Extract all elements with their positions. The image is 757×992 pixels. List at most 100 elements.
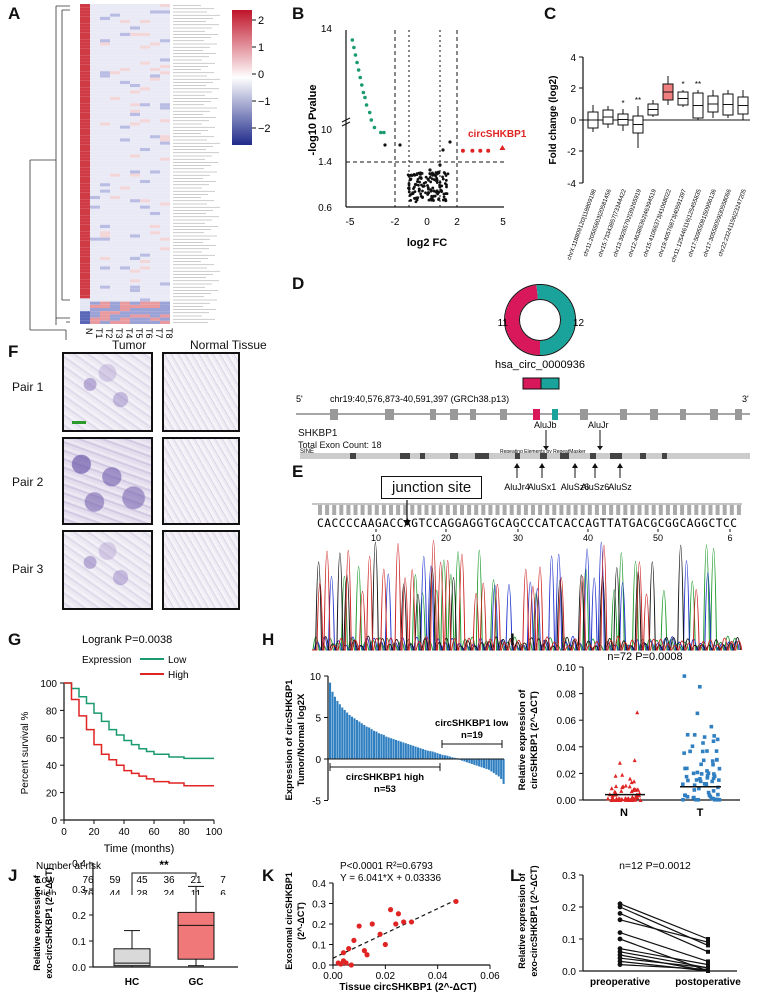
heatmap-cell (150, 173, 160, 177)
heatmap-cell (110, 320, 120, 324)
heatmap-cell (110, 125, 120, 129)
heatmap-cell (130, 154, 140, 158)
panel-label-j: J (8, 866, 18, 885)
quality-bar (325, 505, 330, 515)
paired-l-ytick-label: 0.3 (562, 871, 576, 882)
dotplot-i-dot-t (705, 769, 709, 773)
heatmap-cell (160, 247, 170, 251)
heatmap-cell (110, 23, 120, 27)
heatmap-cell (110, 180, 120, 184)
heatmap-cell (80, 42, 90, 46)
paired-l-ytick-label: 0.1 (562, 935, 576, 946)
heatmap-cell (110, 106, 120, 110)
heatmap-cell (110, 61, 120, 65)
heatmap-cell (130, 269, 140, 273)
heatmap-cell (80, 189, 90, 193)
heatmap-cell (140, 116, 150, 120)
heatmap-cell (160, 48, 170, 52)
row-pair-3: Pair 3 (12, 562, 44, 576)
heatmap-cell (110, 215, 120, 219)
heatmap-cell (110, 317, 120, 321)
volcano-point-ns (445, 183, 448, 187)
heatmap-cell (120, 221, 130, 225)
heatmap-cell (160, 288, 170, 292)
heatmap-cell (100, 256, 110, 260)
volcano-point-ns (419, 176, 423, 180)
heatmap-cell (160, 221, 170, 225)
heatmap-cell (130, 180, 140, 184)
heatmap-cell (130, 298, 140, 302)
heatmap-cells (80, 4, 170, 324)
heatmap-cell (150, 141, 160, 145)
alu-arrowhead (597, 446, 603, 450)
volcano-point-ns (442, 192, 446, 196)
heatmap-cell (100, 180, 110, 184)
heatmap-cell (100, 301, 110, 305)
quality-bar (516, 505, 521, 515)
heatmap-cell (90, 288, 100, 292)
heatmap-cell (80, 16, 90, 20)
risk-value: 7 (220, 875, 226, 886)
quality-bar (523, 505, 528, 515)
heatmap-cell (160, 320, 170, 324)
heatmap-cell (100, 10, 110, 14)
dotplot-i-dot-t (695, 770, 700, 775)
quality-bar (445, 505, 450, 515)
heatmap-cell (120, 317, 130, 321)
waterfall-bar (329, 682, 332, 759)
quality-bar (644, 505, 649, 515)
heatmap-cell (150, 247, 160, 251)
heatmap-cell (140, 160, 150, 164)
heatmap-cell (150, 36, 160, 40)
heatmap-cell (80, 320, 90, 324)
dotplot-i-dot-n (611, 797, 616, 802)
heatmap-cell (140, 77, 150, 81)
repeat-block (420, 453, 425, 459)
dotplot-i-title: n=72 P=0.0008 (607, 651, 682, 663)
heatmap-cell (80, 77, 90, 81)
heatmap-cell (100, 164, 110, 168)
paired-l-ylabel2: exo-circSHKBP1 (2^-ΔCT) (529, 865, 539, 976)
waterfall-bar (351, 716, 354, 759)
heatmap-cell (100, 288, 110, 292)
heatmap-cell (80, 112, 90, 116)
volcano-ytick: 0.6 (318, 203, 332, 214)
survival-ytick-label: 20 (46, 789, 58, 800)
heatmap-cell (130, 160, 140, 164)
volcano-point-ns (407, 183, 411, 187)
heatmap-cell (80, 125, 90, 129)
heatmap-cell (80, 45, 90, 49)
heatmap-cell (160, 71, 170, 75)
waterfall-bar (490, 759, 493, 772)
heatmap-cell (120, 4, 130, 8)
boxc-ytick-label: 2 (570, 84, 576, 95)
quality-bar (417, 505, 422, 515)
heatmap-cell (120, 167, 130, 171)
heatmap-cell (120, 151, 130, 155)
colorbar-tick-label: 0 (258, 69, 264, 81)
dotplot-i-ylabel2: circSHKBP1 (2^-ΔCT) (529, 691, 540, 789)
heatmap-cell (140, 237, 150, 241)
quality-bar (722, 505, 727, 515)
heatmap-cell (110, 205, 120, 209)
heatmap-cell (80, 48, 90, 52)
heatmap-cell (160, 125, 170, 129)
volcano-point-ns (428, 168, 432, 172)
heatmap-cell (90, 10, 100, 14)
heatmap-cell (130, 199, 140, 203)
volcano-point-ns (414, 196, 418, 200)
heatmap-cell (140, 311, 150, 315)
seq-tick-label: 6 (727, 533, 732, 543)
heatmap-cell (120, 170, 130, 174)
dotplot-i-dot-n (620, 772, 625, 777)
heatmap-cell (120, 224, 130, 228)
heatmap-cell (130, 205, 140, 209)
dotplot-i-dot-n (619, 797, 624, 802)
volcano-point-ns (420, 183, 423, 187)
heatmap-cell (110, 250, 120, 254)
heatmap-cell (150, 253, 160, 257)
heatmap-cell (80, 55, 90, 59)
alu-bottom-label: AluJr4 (504, 482, 530, 492)
heatmap-cell (110, 68, 120, 72)
